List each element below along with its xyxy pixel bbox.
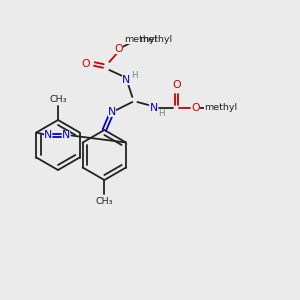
Text: H: H [131, 71, 138, 80]
Text: N: N [108, 107, 116, 117]
Text: O: O [114, 44, 123, 54]
Text: N: N [150, 103, 158, 113]
Text: N: N [122, 75, 130, 85]
Text: CH₃: CH₃ [96, 196, 113, 206]
Text: O: O [172, 80, 181, 90]
Text: N: N [62, 130, 70, 140]
Text: N: N [44, 130, 52, 140]
Text: O: O [81, 59, 90, 69]
Text: methyl: methyl [204, 103, 237, 112]
Text: CH₃: CH₃ [49, 95, 67, 104]
Text: methyl: methyl [139, 35, 172, 44]
Text: methyl: methyl [124, 34, 157, 43]
Text: O: O [191, 103, 200, 113]
Text: H: H [158, 109, 165, 118]
